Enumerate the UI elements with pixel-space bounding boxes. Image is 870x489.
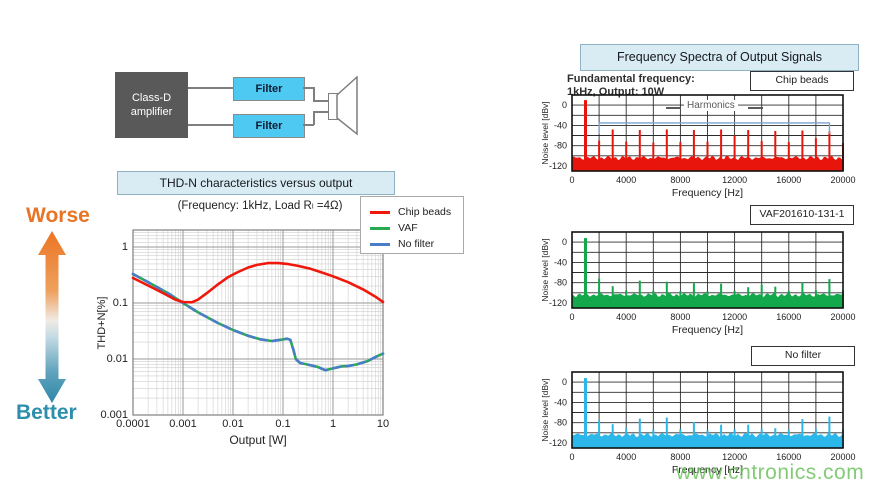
svg-text:-120: -120 xyxy=(549,161,567,171)
svg-text:0: 0 xyxy=(569,312,574,322)
filter-box-bottom: Filter xyxy=(233,114,305,138)
svg-text:0: 0 xyxy=(562,237,567,247)
legend-label-no-filter: No filter xyxy=(398,238,435,250)
legend-item-vaf: VAF xyxy=(370,220,463,236)
legend-label-vaf: VAF xyxy=(398,222,418,234)
svg-text:0: 0 xyxy=(562,100,567,110)
svg-text:0.001: 0.001 xyxy=(100,409,128,421)
thd-chart-subtitle: (Frequency: 1kHz, Load Rₗ =4Ω) xyxy=(177,200,343,212)
svg-text:1: 1 xyxy=(122,241,128,253)
svg-text:Output [W]: Output [W] xyxy=(229,433,286,447)
svg-text:0.01: 0.01 xyxy=(222,418,243,430)
svg-text:-120: -120 xyxy=(549,298,567,308)
spectra-section-header: Frequency Spectra of Output Signals xyxy=(580,44,859,71)
svg-text:0.01: 0.01 xyxy=(107,353,128,365)
wire-amp-to-filter-top xyxy=(188,87,233,89)
svg-text:0.1: 0.1 xyxy=(113,297,128,309)
filter-box-top: Filter xyxy=(233,77,305,101)
spectrum-label-vaf: VAF201610-131-1 xyxy=(750,205,854,225)
svg-text:12000: 12000 xyxy=(722,452,747,462)
svg-text:0.0001: 0.0001 xyxy=(116,418,150,430)
svg-text:0: 0 xyxy=(562,377,567,387)
svg-text:12000: 12000 xyxy=(722,312,747,322)
speaker-horn-icon xyxy=(336,76,358,136)
svg-text:1: 1 xyxy=(330,418,336,430)
worse-label: Worse xyxy=(26,204,90,227)
spectrum-label-chip-beads: Chip beads xyxy=(750,71,854,91)
svg-text:20000: 20000 xyxy=(830,175,855,185)
svg-text:8000: 8000 xyxy=(670,175,690,185)
legend-item-no-filter: No filter xyxy=(370,236,463,252)
svg-text:20000: 20000 xyxy=(830,452,855,462)
svg-text:THD+N[%]: THD+N[%] xyxy=(96,297,108,350)
svg-text:16000: 16000 xyxy=(776,175,801,185)
chip-beads-line-swatch xyxy=(370,210,390,214)
spectrum-chart-no-filter: 0-40-80-1200 4000 8000 12000 16000 20000Frequ… xyxy=(540,371,856,476)
fundamental-frequency-line1: Fundamental frequency: xyxy=(567,73,695,85)
wire-filter-top-out xyxy=(303,87,314,89)
svg-text:20000: 20000 xyxy=(830,312,855,322)
vaf-line-swatch xyxy=(370,226,390,230)
svg-text:-40: -40 xyxy=(554,397,567,407)
svg-text:Frequency [Hz]: Frequency [Hz] xyxy=(672,464,743,476)
spectrum-chart-chip-beads: 0-40-80-1200 4000 8000 12000 16000 20000Frequ… xyxy=(540,94,856,199)
watermark: www.cntronics.com xyxy=(676,461,865,484)
amplifier-label-line1: Class-D xyxy=(131,91,172,104)
wire-to-speaker-top xyxy=(313,100,329,102)
svg-text:16000: 16000 xyxy=(776,312,801,322)
svg-text:-80: -80 xyxy=(554,141,567,151)
wire-to-speaker-bottom xyxy=(313,111,329,113)
spectrum-label-no-filter: No filter xyxy=(751,346,855,366)
worse-better-arrow-icon xyxy=(38,231,66,403)
thd-section-header: THD-N characteristics versus output xyxy=(117,171,395,195)
svg-text:-120: -120 xyxy=(549,438,567,448)
wire-filter-bottom-out xyxy=(303,124,314,126)
svg-text:Noise level [dBv]: Noise level [dBv] xyxy=(540,378,550,441)
wire-filter-bottom-up xyxy=(313,111,315,125)
svg-text:0.1: 0.1 xyxy=(275,418,290,430)
thd-legend: Chip beads VAF No filter xyxy=(360,196,464,254)
svg-text:Noise level [dBv]: Noise level [dBv] xyxy=(540,101,550,164)
svg-text:-40: -40 xyxy=(554,257,567,267)
svg-text:-80: -80 xyxy=(554,418,567,428)
svg-text:12000: 12000 xyxy=(722,175,747,185)
legend-item-chip-beads: Chip beads xyxy=(370,204,463,220)
amplifier-label-line2: amplifier xyxy=(130,106,173,118)
svg-text:4000: 4000 xyxy=(616,175,636,185)
harmonics-annotation: Harmonics xyxy=(684,100,738,111)
svg-text:0: 0 xyxy=(569,175,574,185)
wire-filter-top-down xyxy=(313,87,315,101)
legend-label-chip-beads: Chip beads xyxy=(398,206,452,218)
svg-text:8000: 8000 xyxy=(670,452,690,462)
svg-text:4000: 4000 xyxy=(616,452,636,462)
no-filter-line-swatch xyxy=(370,242,390,246)
svg-text:8000: 8000 xyxy=(670,312,690,322)
svg-text:0: 0 xyxy=(569,452,574,462)
svg-text:-40: -40 xyxy=(554,120,567,130)
svg-text:4000: 4000 xyxy=(616,312,636,322)
harmonics-dash-right xyxy=(748,107,763,109)
harmonics-dash-left xyxy=(666,107,681,109)
svg-text:-80: -80 xyxy=(554,278,567,288)
svg-text:Frequency [Hz]: Frequency [Hz] xyxy=(672,324,743,336)
svg-text:Noise level [dBv]: Noise level [dBv] xyxy=(540,238,550,301)
svg-text:10: 10 xyxy=(377,418,389,430)
svg-text:16000: 16000 xyxy=(776,452,801,462)
spectrum-chart-vaf: 0-40-80-1200 4000 8000 12000 16000 20000Frequ… xyxy=(540,231,856,336)
better-label: Better xyxy=(16,401,77,424)
wire-amp-to-filter-bottom xyxy=(188,124,233,126)
svg-text:Frequency [Hz]: Frequency [Hz] xyxy=(672,187,743,199)
class-d-amplifier-box: Class-D amplifier xyxy=(115,72,188,138)
svg-text:0.001: 0.001 xyxy=(169,418,197,430)
